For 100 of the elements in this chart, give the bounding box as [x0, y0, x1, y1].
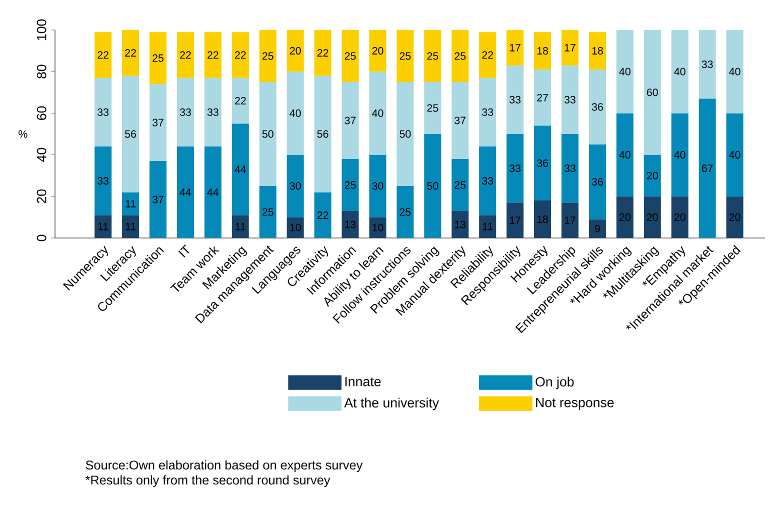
bar	[149, 161, 167, 238]
bar	[452, 82, 469, 159]
bar	[561, 134, 579, 203]
data-label: 50	[262, 130, 274, 138]
bar	[671, 113, 688, 196]
source-note: Source:Own elaboration based on experts survey	[86, 460, 363, 472]
bar	[94, 32, 112, 78]
data-label: 33	[180, 108, 191, 116]
data-label: 30	[290, 182, 301, 190]
bar	[286, 217, 304, 238]
bar	[259, 186, 276, 238]
data-label: 44	[234, 166, 246, 174]
data-label: 37	[344, 116, 356, 124]
bar	[561, 202, 579, 238]
data-label: 33	[207, 108, 218, 116]
y-tick-label: 60	[36, 106, 46, 120]
data-label: 11	[98, 222, 108, 230]
bar	[506, 30, 524, 66]
bar	[122, 192, 140, 216]
bar	[588, 32, 606, 70]
data-label: 10	[372, 224, 384, 232]
bar	[506, 65, 524, 134]
data-label: 25	[427, 104, 438, 112]
bar	[698, 30, 716, 99]
bar	[479, 146, 496, 216]
bar	[176, 146, 194, 238]
data-label: 17	[510, 44, 520, 52]
bar	[726, 30, 744, 114]
data-label: 22	[482, 51, 493, 59]
data-label: 25	[262, 208, 274, 216]
bar	[534, 70, 552, 126]
bar	[424, 30, 442, 82]
bar	[616, 30, 634, 114]
bar	[424, 134, 442, 238]
bar	[342, 158, 359, 211]
bar	[176, 78, 194, 146]
data-label: 20	[372, 47, 384, 55]
data-label: 11	[236, 222, 246, 230]
data-label: 25	[454, 181, 466, 189]
data-label: 13	[345, 220, 356, 228]
text: *Results only from the second round survey	[85, 475, 330, 488]
data-label: 40	[674, 68, 686, 76]
bar	[561, 30, 579, 66]
legend-label: At the university	[344, 398, 440, 410]
data-label: 33	[702, 60, 713, 68]
data-label: 40	[729, 151, 740, 159]
data-label: 37	[454, 116, 466, 124]
bar	[232, 124, 249, 216]
data-label: 36	[592, 103, 603, 111]
data-label: 20	[620, 213, 630, 221]
data-label: 22	[235, 96, 246, 104]
bar	[342, 82, 359, 159]
bar	[396, 82, 414, 186]
bar	[534, 200, 552, 238]
bar	[204, 146, 222, 238]
bar	[122, 30, 140, 76]
data-label: 37	[152, 118, 164, 126]
data-label: 20	[290, 47, 301, 55]
bar	[396, 30, 414, 82]
bar	[259, 82, 276, 186]
bar	[122, 76, 140, 192]
data-label: 33	[510, 96, 521, 104]
data-label: 10	[290, 224, 301, 232]
bar	[232, 32, 249, 78]
data-label: 25	[262, 52, 274, 60]
legend-label: Innate	[345, 376, 381, 386]
data-label: 60	[647, 88, 658, 96]
bar	[671, 30, 688, 114]
bar	[534, 32, 552, 70]
data-label: 25	[427, 52, 438, 60]
data-label: 18	[537, 47, 548, 55]
y-tick-label: 0	[36, 234, 46, 242]
data-label: 40	[674, 151, 686, 159]
data-label: 33	[482, 177, 494, 185]
x-tick-label: IT	[178, 244, 190, 258]
bar	[616, 196, 634, 238]
bar	[369, 217, 386, 238]
bar	[342, 30, 359, 82]
bar	[94, 215, 112, 238]
data-label: 33	[98, 108, 109, 116]
bar	[424, 82, 442, 134]
bar	[588, 144, 606, 220]
data-label: 56	[317, 130, 328, 138]
bar	[204, 32, 222, 78]
bar	[644, 30, 661, 155]
data-label: 33	[564, 164, 576, 172]
bar	[644, 154, 661, 196]
data-label: 18	[592, 47, 603, 55]
data-label: 37	[152, 196, 164, 204]
bar	[314, 30, 332, 76]
bar	[94, 78, 112, 146]
data-label: 13	[455, 220, 466, 228]
bar	[232, 78, 249, 124]
bar	[616, 113, 634, 196]
y-tick-label: 20	[36, 189, 46, 204]
bar	[286, 30, 304, 72]
data-label: 20	[647, 172, 658, 180]
data-label: 20	[729, 213, 740, 221]
data-label: 36	[592, 178, 603, 186]
data-label: 25	[400, 208, 411, 216]
